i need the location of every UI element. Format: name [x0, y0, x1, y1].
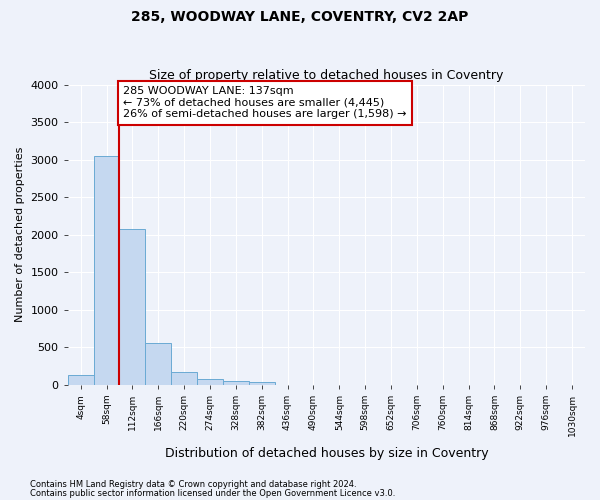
Y-axis label: Number of detached properties: Number of detached properties — [15, 147, 25, 322]
Bar — [94, 156, 119, 384]
Text: Contains public sector information licensed under the Open Government Licence v3: Contains public sector information licen… — [30, 488, 395, 498]
Bar — [119, 228, 145, 384]
Text: 285 WOODWAY LANE: 137sqm
← 73% of detached houses are smaller (4,445)
26% of sem: 285 WOODWAY LANE: 137sqm ← 73% of detach… — [124, 86, 407, 120]
X-axis label: Distribution of detached houses by size in Coventry: Distribution of detached houses by size … — [164, 447, 488, 460]
Text: Contains HM Land Registry data © Crown copyright and database right 2024.: Contains HM Land Registry data © Crown c… — [30, 480, 356, 489]
Bar — [145, 342, 171, 384]
Title: Size of property relative to detached houses in Coventry: Size of property relative to detached ho… — [149, 69, 503, 82]
Bar — [197, 379, 223, 384]
Text: 285, WOODWAY LANE, COVENTRY, CV2 2AP: 285, WOODWAY LANE, COVENTRY, CV2 2AP — [131, 10, 469, 24]
Bar — [68, 375, 94, 384]
Bar — [249, 382, 275, 384]
Bar — [223, 381, 249, 384]
Bar — [171, 372, 197, 384]
